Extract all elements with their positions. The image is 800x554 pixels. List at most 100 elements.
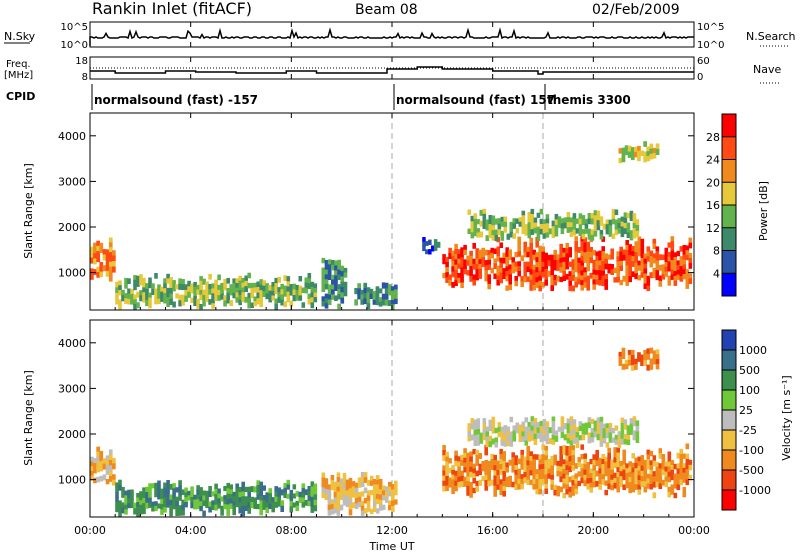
- echo-cell: [363, 288, 368, 294]
- echo-cell: [494, 437, 499, 443]
- echo-cell: [193, 494, 197, 500]
- echo-cell: [466, 490, 470, 496]
- echo-cell: [324, 274, 329, 280]
- echo-cell: [500, 435, 505, 442]
- echo-cell: [327, 264, 332, 270]
- echo-cell: [541, 266, 545, 273]
- echo-cell: [503, 216, 508, 223]
- echo-cell: [115, 298, 119, 305]
- echo-cell: [679, 256, 684, 262]
- echo-cell: [581, 215, 586, 221]
- echo-cell: [583, 277, 587, 283]
- echo-cell: [548, 228, 553, 235]
- echo-cell: [637, 246, 642, 252]
- echo-cell: [181, 284, 185, 290]
- echo-cell: [556, 470, 560, 477]
- x-tick-label: 00:00: [74, 524, 106, 537]
- power-colorbar-swatch: [722, 136, 736, 160]
- echo-cell: [499, 459, 503, 465]
- echo-cell: [490, 479, 494, 486]
- echo-cell: [652, 147, 657, 154]
- echo-cell: [472, 263, 476, 270]
- echo-cell: [586, 478, 590, 485]
- echo-cell: [469, 461, 473, 468]
- echo-cell: [466, 462, 470, 468]
- echo-cell: [629, 210, 634, 217]
- echo-cell: [625, 463, 629, 469]
- echo-cell: [535, 479, 539, 485]
- echo-cell: [96, 451, 100, 458]
- echo-cell: [112, 266, 116, 273]
- echo-cell: [517, 478, 521, 485]
- echo-cell: [618, 356, 623, 362]
- echo-cell: [649, 469, 654, 476]
- echo-cell: [556, 265, 560, 271]
- echo-cell: [247, 282, 251, 289]
- echo-cell: [108, 242, 113, 248]
- echo-cell: [208, 486, 212, 492]
- echo-cell: [238, 295, 242, 301]
- echo-cell: [343, 291, 348, 297]
- echo-cell: [562, 478, 566, 484]
- echo-cell: [643, 263, 648, 270]
- echo-cell: [327, 489, 332, 496]
- echo-cell: [118, 280, 122, 286]
- echo-cell: [274, 288, 278, 294]
- echo-cell: [127, 494, 131, 500]
- echo-cell: [499, 489, 503, 496]
- echo-cell: [211, 303, 215, 309]
- echo-cell: [181, 499, 185, 506]
- echo-cell: [646, 151, 651, 157]
- echo-cell: [625, 477, 629, 484]
- echo-cell: [652, 481, 657, 488]
- echo-cell: [476, 434, 481, 441]
- nave-tick-bottom: 0: [697, 72, 703, 83]
- echo-cell: [178, 490, 182, 496]
- echo-cell: [527, 232, 532, 239]
- echo-cell: [673, 257, 678, 263]
- echo-cell: [634, 151, 638, 158]
- echo-cell: [235, 488, 239, 494]
- echo-cell: [226, 482, 230, 489]
- echo-cell: [637, 275, 642, 281]
- echo-cell: [487, 279, 491, 285]
- echo-cell: [105, 254, 110, 261]
- echo-cell: [324, 259, 329, 266]
- echo-cell: [388, 486, 392, 492]
- echo-cell: [384, 299, 389, 306]
- echo-cell: [550, 479, 554, 486]
- echo-cell: [610, 269, 614, 275]
- echo-cell: [652, 258, 657, 264]
- echo-cell: [487, 264, 491, 270]
- echo-cell: [96, 476, 100, 483]
- echo-cell: [590, 418, 595, 424]
- echo-cell: [130, 503, 134, 509]
- echo-cell: [298, 290, 303, 296]
- echo-cell: [589, 487, 593, 493]
- echo-cell: [595, 256, 599, 262]
- echo-cell: [451, 250, 455, 257]
- echo-cell: [211, 288, 215, 294]
- echo-cell: [390, 295, 395, 301]
- echo-cell: [631, 482, 635, 488]
- echo-cell: [550, 460, 554, 467]
- echo-cell: [463, 476, 467, 482]
- echo-cell: [646, 464, 651, 470]
- echo-cell: [96, 256, 100, 263]
- echo-cell: [340, 292, 345, 299]
- echo-cell: [658, 280, 663, 287]
- echo-cell: [599, 426, 604, 433]
- echo-cell: [184, 284, 188, 291]
- echo-cell: [583, 469, 587, 476]
- power-colorbar-tick-label: 24: [706, 154, 720, 167]
- echo-cell: [502, 476, 506, 482]
- echo-cell: [223, 278, 227, 285]
- echo-cell: [652, 350, 657, 356]
- echo-cell: [163, 288, 167, 294]
- echo-cell: [557, 221, 562, 228]
- echo-cell: [630, 349, 635, 356]
- echo-cell: [265, 293, 269, 300]
- echo-cell: [130, 494, 134, 500]
- echo-cell: [632, 430, 637, 436]
- echo-cell: [259, 301, 263, 308]
